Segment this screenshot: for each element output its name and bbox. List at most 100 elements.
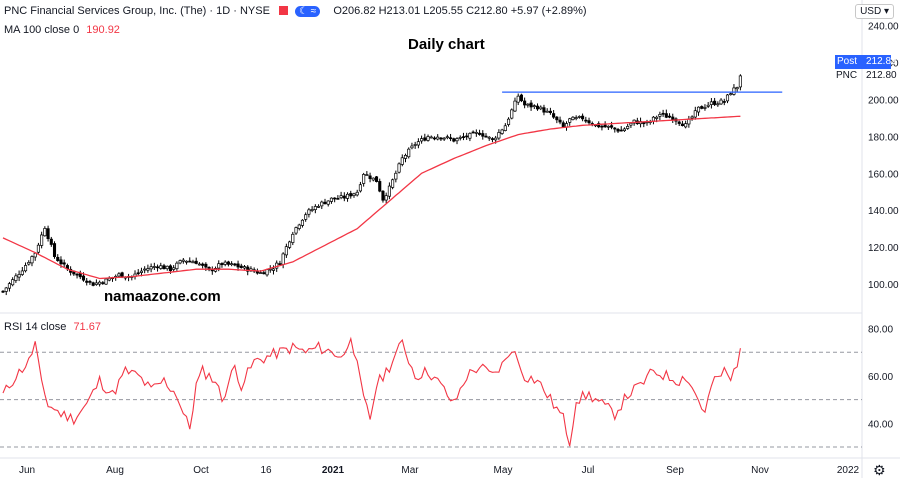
candle-body-down [597, 123, 601, 128]
candle-body-up [564, 123, 569, 128]
candle-body-up [510, 109, 514, 119]
candle [506, 117, 511, 127]
candle-body-down [587, 120, 591, 124]
candle-body-up [310, 209, 314, 211]
candle [616, 127, 620, 134]
candle-body-up [445, 136, 449, 139]
symbol-label[interactable]: PNC Financial Services Group, Inc. (The)… [4, 5, 270, 17]
rsi-legend[interactable]: RSI 14 close 71.67 [4, 321, 101, 333]
candle [317, 204, 321, 208]
candle [555, 116, 559, 124]
candle-body-down [552, 113, 556, 118]
candle [407, 147, 411, 159]
candle-body-up [487, 136, 491, 139]
candle [384, 192, 388, 204]
candle-body-up [172, 267, 176, 270]
candle-body-up [516, 95, 520, 103]
candle [239, 263, 243, 269]
candle-body-up [197, 263, 201, 266]
candle-body-up [693, 110, 697, 118]
candle [300, 219, 305, 228]
candle [326, 200, 330, 207]
candle [223, 260, 227, 267]
candle [706, 102, 710, 108]
candle [413, 141, 417, 149]
candle [584, 116, 588, 124]
candle-body-down [88, 281, 92, 283]
candle [455, 137, 459, 145]
candle [101, 281, 105, 285]
candle-body-down [78, 273, 82, 278]
time-tick-label: Nov [751, 465, 769, 476]
candle-body-down [168, 265, 172, 271]
candle-body-down [471, 131, 475, 134]
candle [439, 136, 443, 141]
candle-body-up [107, 278, 111, 281]
candle-body-up [181, 259, 185, 262]
candle [342, 192, 346, 202]
price-tick-label: 120.00 [868, 243, 899, 254]
ohlc-values: O206.82 H213.01 L205.55 C212.80 +5.97 (+… [333, 5, 587, 17]
candle [700, 105, 704, 110]
candle [510, 108, 514, 120]
candle [461, 132, 466, 141]
candle [49, 236, 53, 247]
rsi-axis: 80.00 60.00 40.00 [0, 325, 893, 448]
session-toggle[interactable]: ☾ ≈ [295, 6, 321, 17]
candle-body-up [574, 117, 578, 119]
candle [532, 104, 536, 110]
candle [574, 115, 578, 121]
candle-body-down [423, 137, 427, 141]
candle-body-up [291, 233, 295, 243]
candle-body-down [584, 119, 588, 122]
candle [27, 260, 31, 266]
gear-icon[interactable]: ⚙ [873, 462, 886, 478]
candle-body-up [20, 270, 24, 275]
candle-body-down [713, 100, 717, 105]
candle [43, 226, 47, 237]
candle-body-up [352, 193, 356, 196]
ma-line-group [2, 115, 741, 280]
candle [30, 255, 34, 267]
candle-body-down [59, 259, 63, 265]
time-tick-label: Mar [401, 465, 419, 476]
candle-body-up [690, 116, 694, 119]
time-tick-label: Aug [106, 465, 124, 476]
candle [561, 120, 565, 128]
flag-icon[interactable] [278, 6, 288, 15]
candle [661, 109, 665, 117]
candle-body-up [362, 174, 366, 184]
candle-body-up [403, 154, 408, 159]
candle-body-up [294, 227, 298, 234]
candle [403, 153, 408, 163]
ma-legend[interactable]: MA 100 close 0 190.92 [4, 24, 120, 36]
candle-body-down [561, 122, 565, 127]
candle-body-up [532, 105, 536, 107]
candle [85, 277, 89, 286]
candle-body-up [394, 172, 398, 180]
candle-body-down [581, 115, 585, 120]
candle [442, 137, 446, 142]
candle [719, 98, 723, 105]
candle-body-down [56, 256, 60, 261]
candle-body-down [236, 263, 240, 268]
candle [362, 172, 366, 187]
candle-body-down [204, 263, 208, 268]
time-tick-label: 16 [260, 465, 272, 476]
candle [423, 133, 427, 142]
candle [329, 197, 333, 204]
candle [143, 266, 147, 274]
candle-body-up [651, 116, 655, 122]
candle-body-down [722, 101, 726, 103]
candle [233, 262, 237, 267]
candle [262, 270, 266, 275]
candle [284, 243, 288, 258]
currency-select[interactable]: USD ▾ [855, 4, 894, 19]
candle [497, 129, 501, 140]
candle [378, 178, 382, 193]
price-tick-label: 240.00 [868, 22, 899, 33]
candle [474, 129, 478, 137]
candle [471, 130, 475, 134]
candle-body-up [384, 195, 388, 201]
candle [529, 100, 533, 111]
